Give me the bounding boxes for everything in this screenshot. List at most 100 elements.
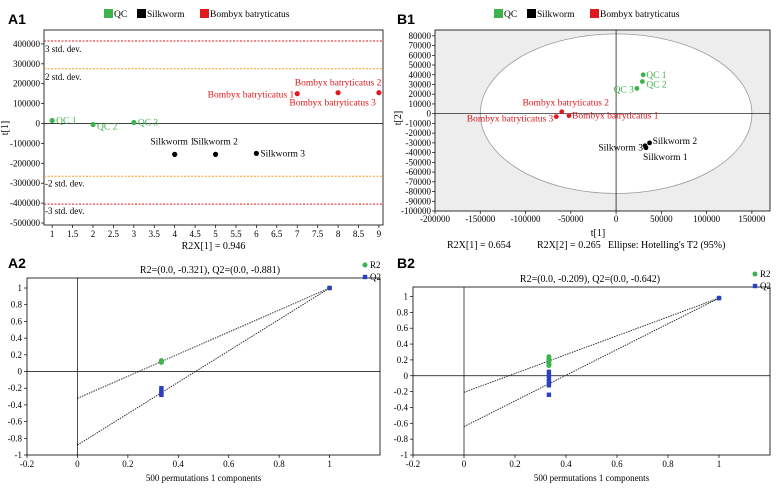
footer-ellipse: Ellipse: Hotelling's T2 (95%) [608,240,725,251]
y-tick-label: 400000 [13,39,41,49]
y-tick-label: -0.4 [8,400,23,410]
y-tick-label: 0.4 [397,339,409,349]
y-tick-label: -30000 [406,138,432,148]
legend-swatch-2 [200,9,209,18]
x-tick-label: 0.4 [173,459,185,469]
x-tick-label: -100000 [511,214,541,224]
q2-point [716,295,722,301]
x-tick-label: 1 [717,459,722,469]
std-dev-label: -2 std. dev. [45,178,84,188]
y-tick-label: -0.2 [394,387,408,397]
regression-line-q2 [463,297,720,428]
y-tick-label: 0.6 [11,316,23,326]
y-tick-label: -0.8 [394,434,409,444]
legend-swatch-0 [494,9,503,18]
data-point [212,151,219,157]
legend-q2-label: Q2 [760,281,771,291]
y-tick-label: 200000 [13,79,41,89]
x-tick-label: 4.5 [189,229,201,239]
data-point [647,140,652,146]
y-tick-label: -60000 [406,167,432,177]
y-tick-label: 40000 [409,70,432,80]
q2-point [159,392,164,398]
data-point [294,91,300,97]
y-tick-label: -80000 [406,187,432,197]
legend-label: Bombyx batryticatus [210,10,290,20]
point-label: Bombyx batryticatus 1 [572,112,659,122]
y-tick-label: 10000 [409,99,432,109]
legend-r2-label: R2 [370,260,381,270]
legend-swatch-0 [104,9,113,18]
point-label: Bombyx batryticatus 2 [522,99,609,109]
data-point [90,121,96,128]
data-point [49,117,55,124]
q2-point [159,388,164,393]
point-label: Bombyx batryticatus 1 [208,91,295,101]
x-tick-label: -0.2 [406,459,420,469]
std-dev-label: -3 std. dev. [45,206,84,216]
plot-title: R2=(0.0, -0.321), Q2=(0.0, -0.881) [140,265,280,276]
x-tick-label: 0 [614,214,619,224]
y-tick-label: -0.4 [394,402,409,412]
y-tick-label: -90000 [406,196,432,206]
y-tick-label: -20000 [406,128,432,138]
y-tick-label: 0.8 [11,300,23,310]
y-tick-label: -0.2 [8,383,22,393]
data-point [172,151,178,157]
legend-label: QC [114,10,127,20]
x-tick-label: 3.5 [149,229,161,239]
x-tick-label: 0.8 [662,459,674,469]
y-tick-label: -300000 [10,178,40,188]
legend-q2-label: Q2 [370,272,381,282]
x-tick-label: 9 [377,229,382,239]
x-tick-label: 0.6 [611,459,623,469]
q2-point [546,392,552,397]
y-tick-label: 1 [404,292,409,302]
y-tick-label: 50000 [409,60,432,70]
y-tick-label: -1 [401,450,409,460]
q2-point [546,383,552,388]
panel-label: A1 [8,11,26,27]
x-tick-label: -150000 [465,214,495,224]
x-axis-label: 500 permutations 1 components [146,473,262,483]
x-tick-label: 50000 [650,214,673,224]
legend-q2-marker [362,274,368,280]
y-tick-label: 300000 [13,59,41,69]
point-label: QC 1 [56,117,77,127]
y-tick-label: 1 [18,283,23,293]
data-point [566,113,572,119]
plot-frame [43,29,384,226]
y-tick-label: -400000 [10,198,40,208]
panel-label: B1 [397,11,415,27]
point-label: Silkworm 1 [643,153,688,163]
std-dev-label: 3 std. dev. [45,44,81,54]
legend-label: QC [504,10,517,20]
x-axis-label: t[1] [591,228,605,239]
y-tick-label: -70000 [406,177,432,187]
y-tick-label: -10000 [406,118,432,128]
y-tick-label: -0.6 [8,417,23,427]
x-tick-label: 0 [462,459,467,469]
y-tick-label: 70000 [409,41,432,51]
y-tick-label: -0.8 [8,433,23,443]
x-tick-label: 3 [132,229,137,239]
plot-frame [412,286,771,456]
point-label: Bombyx batryticatus 2 [295,79,382,89]
footer-r2x2: R2X[2] = 0.265 [537,240,601,251]
y-tick-label: 0.4 [11,333,23,343]
x-tick-label: 7 [295,229,300,239]
y-tick-label: 0.2 [11,350,22,360]
x-tick-label: 0.4 [560,459,572,469]
x-tick-label: 6 [254,229,259,239]
legend-swatch-1 [137,9,146,18]
x-tick-label: 0.8 [274,459,286,469]
y-axis-label: t[1] [0,121,11,135]
data-point [131,119,137,126]
point-label: Bombyx batryticatus 3 [289,99,376,109]
y-tick-label: -500000 [10,218,40,228]
legend-label: Silkworm [537,10,575,20]
x-tick-label: 4 [172,229,177,239]
regression-line-r2 [77,287,330,399]
data-point [376,90,382,96]
